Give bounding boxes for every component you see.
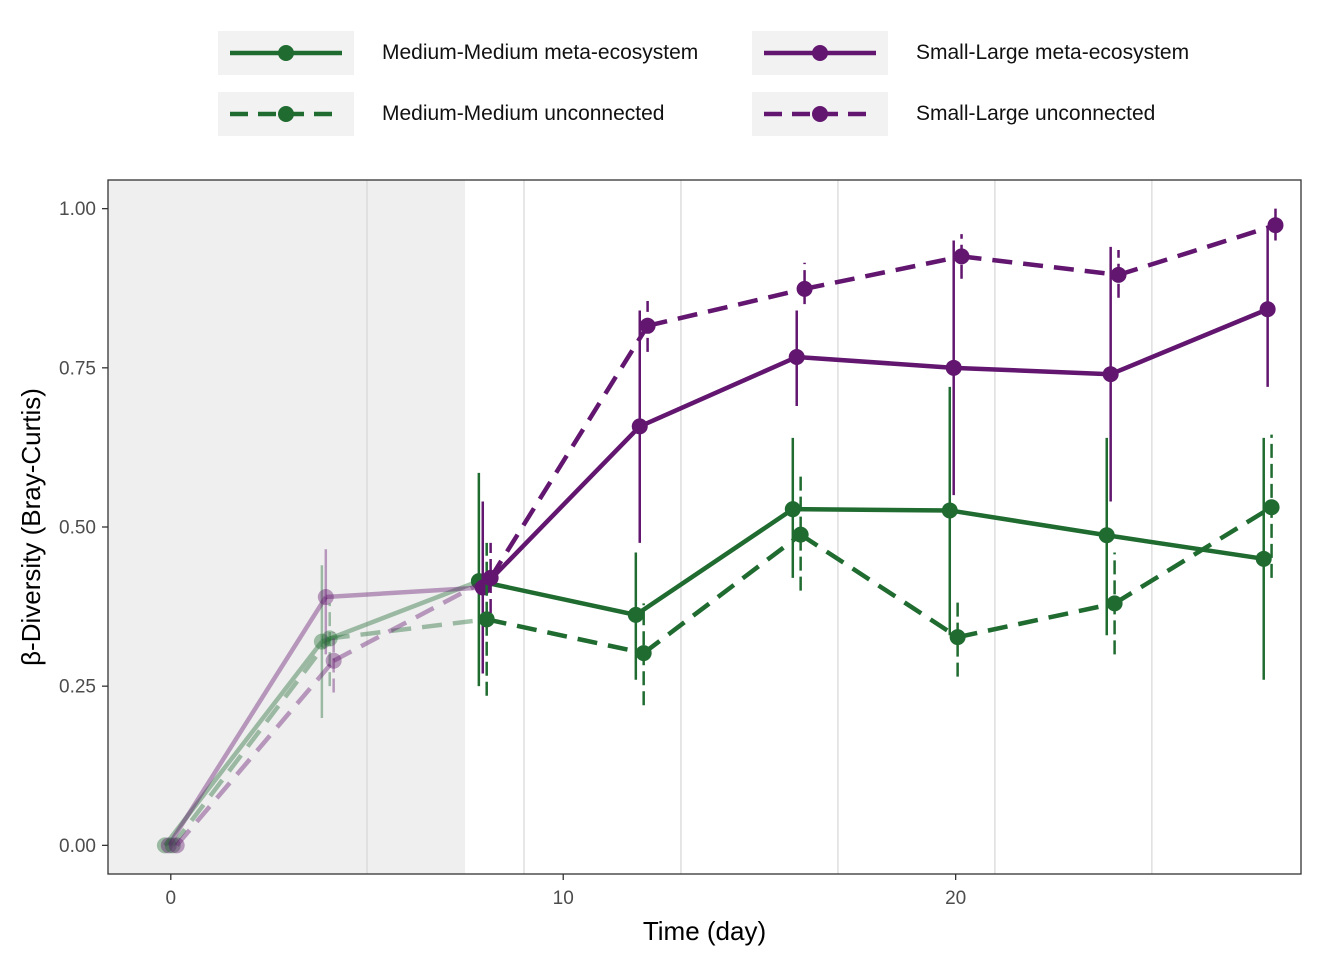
data-point: [631, 418, 648, 435]
legend-item-sl-meta: Small-Large meta-ecosystem: [752, 31, 1189, 75]
y-tick-label: 0.00: [59, 836, 96, 857]
data-point: [949, 629, 966, 646]
data-point: [953, 248, 970, 265]
legend-item-mm-unconnected: Medium-Medium unconnected: [218, 92, 664, 136]
data-point: [1259, 301, 1276, 318]
series-line-segment: [638, 354, 798, 429]
legend-item-mm-meta: Medium-Medium meta-ecosystem: [218, 31, 698, 75]
data-point: [627, 606, 644, 623]
series-3: [164, 434, 1280, 854]
data-point: [1098, 527, 1115, 544]
series-line-segment: [170, 637, 332, 847]
y-tick-label: 0.25: [59, 677, 96, 698]
series-line-segment: [1117, 223, 1277, 278]
data-marks: [156, 208, 1284, 854]
x-tick-label: 20: [945, 888, 966, 909]
data-point: [482, 569, 499, 586]
series-line-segment: [796, 354, 954, 371]
x-tick-label: 0: [166, 888, 177, 909]
legend: Medium-Medium meta-ecosystem Small-Large…: [218, 22, 1238, 140]
data-point: [784, 501, 801, 518]
data-point: [160, 837, 177, 854]
legend-label: Medium-Medium unconnected: [382, 102, 665, 125]
axes: 0.00 0.25 0.50 0.75 1.00 0 10 20: [59, 199, 966, 909]
y-tick-label: 0.50: [59, 518, 96, 539]
series-line-segment: [957, 601, 1116, 640]
shaded-period: [108, 180, 466, 874]
series-line-segment: [329, 617, 487, 641]
legend-label: Medium-Medium meta-ecosystem: [382, 41, 699, 64]
legend-item-sl-unconnected: Small-Large unconnected: [752, 92, 1155, 136]
data-point: [792, 526, 809, 543]
data-point: [156, 837, 173, 854]
data-point: [945, 359, 962, 376]
series-line-segment: [792, 506, 950, 513]
series-line-segment: [174, 659, 336, 847]
grid-lines: [366, 180, 1153, 874]
legend-key-solid-purple: [752, 31, 888, 75]
y-tick-label: 0.75: [59, 358, 96, 379]
legend-key-solid-green: [218, 31, 354, 75]
series-line-segment: [321, 579, 480, 644]
series-line-segment: [1109, 307, 1269, 377]
data-point: [168, 837, 185, 854]
series-line-segment: [799, 532, 959, 640]
legend-label: Small-Large meta-ecosystem: [916, 41, 1190, 64]
data-point: [1263, 499, 1280, 516]
data-point: [164, 837, 181, 854]
y-axis-title: β-Diversity (Bray-Curtis): [16, 388, 46, 666]
data-point: [1255, 550, 1272, 567]
series-line-segment: [804, 254, 963, 292]
series-line-segment: [481, 424, 642, 590]
series-line-segment: [642, 532, 803, 655]
series-4: [168, 208, 1284, 854]
data-point: [941, 502, 958, 519]
x-axis-title: Time (day): [643, 916, 766, 946]
legend-key-dashed-green: [218, 92, 354, 136]
legend-label: Small-Large unconnected: [916, 102, 1156, 125]
series-line-segment: [949, 508, 1108, 538]
series-line-segment: [325, 585, 483, 600]
data-point: [478, 611, 495, 628]
y-tick-label: 1.00: [59, 199, 96, 220]
data-point: [788, 349, 805, 366]
data-point: [1110, 266, 1127, 283]
series-line-segment: [961, 254, 1119, 278]
series-line-segment: [478, 578, 637, 618]
series-2: [160, 227, 1276, 854]
series-line-segment: [1106, 533, 1265, 562]
x-tick-label: 10: [553, 888, 574, 909]
series-1: [156, 386, 1272, 854]
data-point: [313, 633, 330, 650]
data-point: [796, 280, 813, 297]
data-point: [1267, 217, 1284, 234]
data-point: [321, 630, 338, 647]
series-line-segment: [647, 286, 806, 328]
series-line-segment: [634, 507, 795, 617]
data-point: [317, 589, 334, 606]
data-point: [325, 652, 342, 669]
series-line-segment: [163, 640, 324, 847]
series-line-segment: [486, 617, 645, 656]
legend-key-dashed-purple: [752, 92, 888, 136]
data-point: [639, 317, 656, 334]
data-point: [635, 645, 652, 662]
series-line-segment: [166, 595, 328, 847]
series-line-segment: [953, 365, 1111, 377]
data-point: [1102, 366, 1119, 383]
data-point: [1106, 595, 1123, 612]
series-line-segment: [488, 324, 650, 580]
